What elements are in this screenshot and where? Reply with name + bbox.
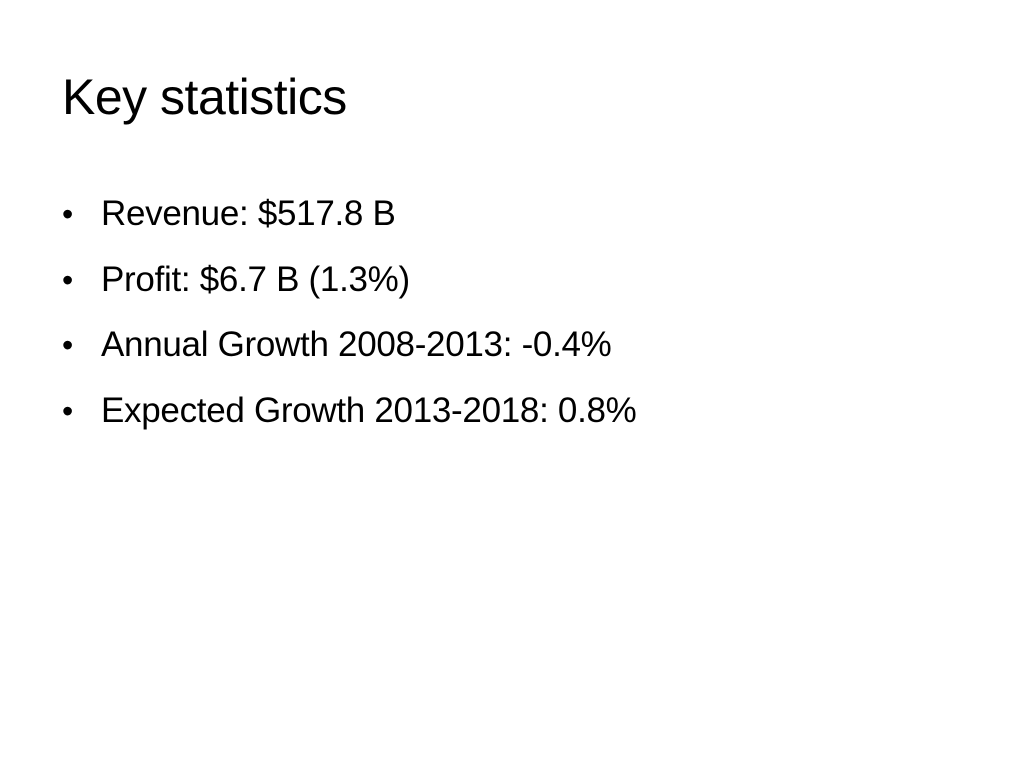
slide-title: Key statistics	[62, 69, 347, 125]
bullet-item-revenue: • Revenue: $517.8 B	[62, 186, 637, 252]
bullet-text: Profit: $6.7 B (1.3%)	[101, 259, 410, 299]
bullet-text: Revenue: $517.8 B	[101, 194, 396, 233]
bullet-text: Expected Growth 2013-2018: 0.8%	[101, 390, 637, 430]
bullet-list: • Revenue: $517.8 B • Profit: $6.7 B (1.…	[62, 186, 637, 448]
bullet-dot-icon: •	[62, 392, 73, 429]
bullet-dot-icon: •	[62, 327, 73, 363]
bullet-text: Annual Growth 2008-2013: -0.4%	[101, 325, 612, 364]
bullet-dot-icon: •	[62, 261, 73, 298]
bullet-dot-icon: •	[62, 196, 73, 232]
bullet-item-annual-growth: • Annual Growth 2008-2013: -0.4%	[62, 317, 637, 383]
bullet-item-expected-growth: • Expected Growth 2013-2018: 0.8%	[62, 383, 637, 449]
bullet-item-profit: • Profit: $6.7 B (1.3%)	[62, 252, 637, 318]
